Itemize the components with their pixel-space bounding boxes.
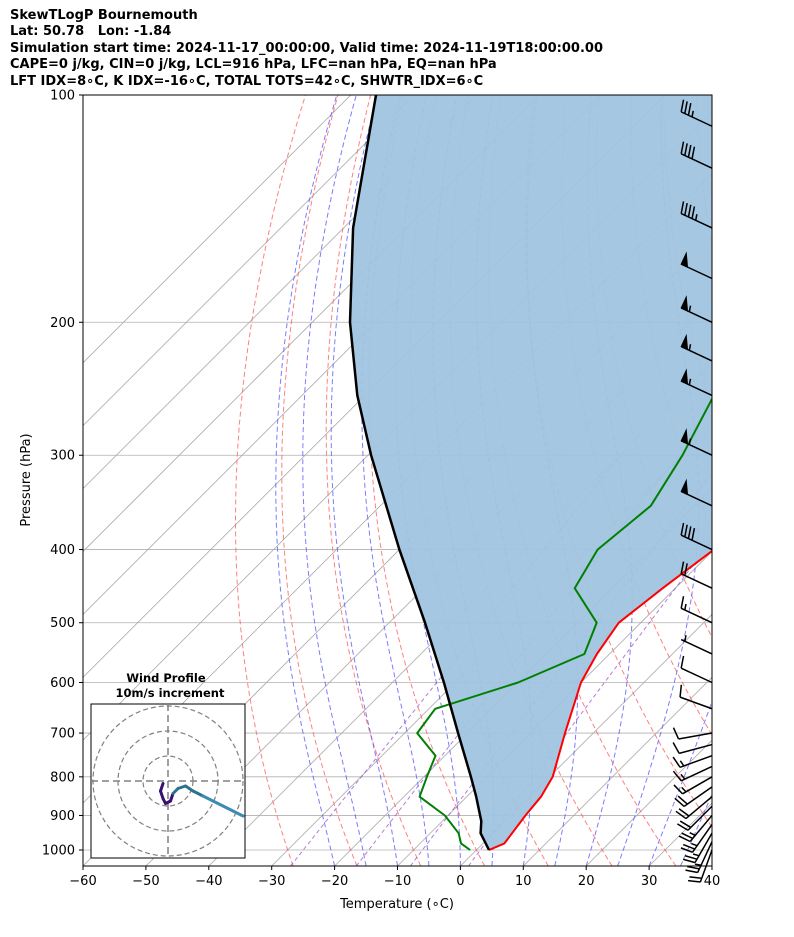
wind-barb	[680, 368, 713, 397]
dry-adiabat	[325, 95, 422, 866]
moist-adiabat	[648, 699, 712, 866]
wind-barb	[672, 754, 713, 769]
hodograph-subtitle: 10m/s increment	[116, 686, 225, 700]
y-tick-label: 700	[50, 727, 75, 742]
wind-barb	[672, 765, 713, 782]
hodograph-trace	[221, 804, 235, 813]
wind-barb	[679, 684, 713, 710]
wind-barb	[680, 295, 713, 323]
x-tick-label: 0	[456, 874, 464, 889]
title-line-station: SkewTLogP Bournemouth	[10, 8, 198, 23]
x-tick-label: 10	[515, 874, 532, 889]
y-tick-label: 500	[50, 616, 75, 631]
moist-adiabat	[330, 95, 398, 866]
temperature-line	[488, 549, 712, 851]
chart-title: SkewTLogP Bournemouth Lat: 50.78 Lon: -1…	[10, 8, 603, 90]
wind-barb	[680, 478, 713, 507]
wind-barb	[680, 99, 713, 127]
x-tick-label: −10	[384, 874, 411, 889]
y-tick-label: 300	[50, 449, 75, 464]
hodograph-plot	[91, 704, 245, 858]
isotherm-line	[83, 95, 414, 427]
hodograph-trace	[184, 784, 195, 793]
y-tick-label: 400	[50, 543, 75, 558]
x-tick-label: 40	[704, 874, 721, 889]
y-tick-label: 800	[50, 770, 75, 785]
hodograph-title: Wind Profile	[126, 671, 206, 685]
wind-barb	[685, 841, 713, 874]
moist-adiabat	[302, 95, 367, 866]
title-line-times: Simulation start time: 2024-11-17_00:00:…	[10, 40, 603, 56]
wind-barb	[680, 428, 713, 456]
wind-barb	[673, 776, 713, 795]
wind-barb	[680, 522, 713, 551]
wind-barb	[680, 596, 713, 624]
x-tick-label: −50	[132, 874, 159, 889]
hodograph-trace	[191, 789, 205, 798]
wind-barb	[680, 655, 713, 684]
wind-barb	[680, 561, 713, 589]
dry-adiabat	[762, 95, 794, 866]
y-tick-label: 100	[50, 89, 75, 104]
wind-barb	[680, 824, 713, 853]
hodograph-trace	[231, 809, 245, 818]
dry-adiabat	[368, 95, 485, 866]
title-line-cape: CAPE=0 j/kg, CIN=0 j/kg, LCL=916 hPa, LF…	[10, 57, 497, 73]
x-tick-label: −30	[258, 874, 285, 889]
isotherm-line	[83, 95, 477, 490]
wind-barb	[680, 251, 713, 280]
wind-barbs	[672, 99, 713, 883]
hodograph-trace	[211, 799, 225, 808]
dry-adiabat	[235, 95, 306, 866]
cape-cin-shading	[350, 95, 712, 850]
wind-barb	[674, 786, 713, 808]
wind-barb	[672, 742, 713, 755]
x-tick-label: −60	[69, 874, 96, 889]
wind-barb	[680, 141, 713, 169]
y-tick-label: 200	[50, 316, 75, 331]
y-tick-label: 1000	[42, 844, 75, 859]
wind-barb	[680, 201, 713, 229]
dry-adiabat	[281, 95, 358, 866]
wind-barb	[676, 805, 713, 831]
title-line-indices: LFT IDX=8∘C, K IDX=-16∘C, TOTAL TOTS=42∘…	[10, 73, 484, 89]
moist-adiabat	[680, 792, 712, 866]
y-axis-label: Pressure (hPa)	[19, 433, 34, 526]
isotherm-line	[711, 865, 712, 866]
wind-barb	[678, 814, 713, 843]
isotherm-line	[523, 676, 712, 866]
moist-adiabat	[275, 95, 338, 866]
wind-barb	[672, 727, 713, 740]
wind-barb	[675, 796, 713, 820]
moist-adiabat	[711, 864, 712, 866]
x-tick-label: −20	[321, 874, 348, 889]
axis-ticks: −60 −50 −40 −30 −20 −10 0 10 20 30 40 100 200 300 400 5…	[42, 89, 720, 890]
x-tick-label: 20	[578, 874, 595, 889]
wind-barb	[680, 635, 713, 655]
dewpoint-line	[416, 396, 712, 851]
isotherm-line	[83, 95, 352, 364]
hodograph-inset: Wind Profile 10m/s increment	[90, 671, 246, 859]
x-tick-label: 30	[641, 874, 658, 889]
dry-adiabat	[729, 95, 794, 866]
isotherm-line	[460, 613, 712, 866]
parcel-line	[348, 95, 491, 851]
wind-barb	[680, 333, 713, 362]
x-axis-label: Temperature (∘C)	[339, 897, 454, 912]
y-tick-label: 900	[50, 809, 75, 824]
x-tick-label: −40	[195, 874, 222, 889]
title-line-coordinates: Lat: 50.78 Lon: -1.84	[10, 24, 172, 40]
profile-series	[348, 95, 712, 851]
y-tick-label: 600	[50, 676, 75, 691]
wind-barb	[682, 832, 713, 864]
moist-adiabat	[617, 95, 700, 866]
hodograph-trace	[201, 794, 215, 803]
